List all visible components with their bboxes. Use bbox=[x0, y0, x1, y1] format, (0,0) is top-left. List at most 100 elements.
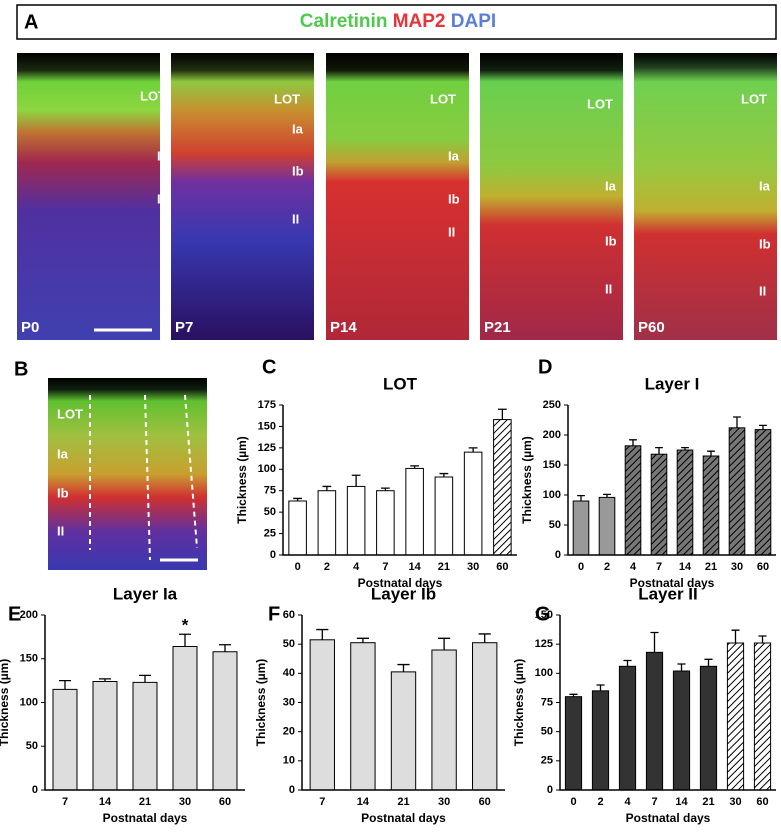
error-bar bbox=[758, 635, 767, 643]
x-tick-label: 4 bbox=[353, 561, 360, 573]
y-tick-label: 10 bbox=[283, 755, 295, 767]
axes bbox=[301, 615, 505, 791]
error-bar bbox=[438, 637, 451, 650]
y-tick-label: 200 bbox=[543, 429, 561, 441]
error-bar bbox=[731, 629, 740, 643]
error-bar bbox=[59, 679, 71, 690]
x-tick-label: 14 bbox=[99, 796, 112, 808]
chart-title: LOT bbox=[383, 374, 418, 393]
micrograph bbox=[480, 53, 623, 340]
error-bar bbox=[704, 658, 713, 667]
error-bar bbox=[219, 644, 231, 652]
layer-label: Ia bbox=[57, 446, 69, 461]
x-tick-label: 60 bbox=[757, 561, 769, 573]
x-tick-label: 4 bbox=[630, 561, 637, 573]
bar bbox=[702, 455, 720, 556]
bar bbox=[405, 467, 424, 556]
y-tick-label: 200 bbox=[20, 609, 38, 621]
y-tick-label: 150 bbox=[543, 459, 561, 471]
y-axis-label: Thickness (µm) bbox=[520, 436, 534, 524]
y-tick-label: 125 bbox=[258, 442, 276, 454]
x-tick-label: 21 bbox=[438, 561, 450, 573]
y-axis-label: Thickness (µm) bbox=[0, 659, 11, 747]
y-tick-label: 0 bbox=[32, 784, 38, 796]
x-axis-label: Postnatal days bbox=[103, 811, 188, 825]
error-bar bbox=[569, 693, 578, 697]
layer-label: LOT bbox=[587, 96, 613, 111]
error-bar bbox=[603, 493, 611, 498]
micrograph bbox=[48, 378, 207, 570]
x-tick-label: 30 bbox=[731, 561, 743, 573]
bar bbox=[346, 485, 366, 556]
title-part: DAPI bbox=[451, 11, 496, 32]
panel-label: A bbox=[24, 11, 38, 33]
y-tick-label: 20 bbox=[283, 726, 295, 738]
y-tick-label: 100 bbox=[535, 667, 553, 679]
layer-label: LOT bbox=[741, 91, 767, 106]
layer-label: Ia bbox=[448, 148, 460, 163]
x-tick-label: 60 bbox=[756, 796, 768, 808]
layer-label: II bbox=[448, 224, 455, 239]
y-tick-label: 150 bbox=[258, 420, 276, 432]
title-box bbox=[16, 4, 777, 40]
x-axis-label: Postnatal days bbox=[626, 811, 711, 825]
y-axis-label: Thickness (µm) bbox=[254, 659, 268, 747]
title-part: Calretinin bbox=[300, 11, 388, 32]
y-tick-label: 0 bbox=[547, 784, 553, 796]
error-bar bbox=[629, 439, 637, 446]
x-tick-label: 2 bbox=[324, 561, 330, 573]
x-axis-label: Postnatal days bbox=[630, 576, 715, 590]
y-axis-label: Thickness (µm) bbox=[512, 659, 526, 747]
error-bar bbox=[681, 446, 689, 450]
bar bbox=[598, 496, 616, 556]
error-bar bbox=[179, 633, 191, 647]
layer-label: Ib bbox=[759, 236, 771, 251]
panel-label: C bbox=[262, 356, 276, 378]
bar bbox=[753, 642, 772, 791]
y-tick-label: 100 bbox=[543, 489, 561, 501]
y-tick-label: 25 bbox=[541, 755, 553, 767]
x-tick-label: 60 bbox=[219, 796, 231, 808]
layer-label: Ib bbox=[448, 191, 460, 206]
y-tick-label: 175 bbox=[258, 399, 276, 411]
error-bar bbox=[623, 659, 632, 667]
bar bbox=[463, 451, 483, 556]
bar bbox=[564, 696, 583, 791]
layer-label: Ib bbox=[605, 233, 617, 248]
axes bbox=[282, 405, 517, 556]
error-bar bbox=[99, 678, 111, 682]
error-bar bbox=[759, 424, 767, 430]
layer-label: II bbox=[57, 523, 64, 538]
error-bar bbox=[316, 628, 329, 640]
layer-label: LOT bbox=[430, 91, 456, 106]
image-label: P0 bbox=[21, 319, 39, 336]
micrographs: P0LOTIIIP7LOTIaIbIIP14LOTIaIbIIP21LOTIaI… bbox=[17, 53, 777, 340]
x-tick-label: 14 bbox=[675, 796, 688, 808]
bar bbox=[376, 490, 395, 556]
y-tick-label: 150 bbox=[535, 609, 553, 621]
error-bar bbox=[478, 633, 491, 643]
bar bbox=[434, 476, 454, 556]
bar bbox=[52, 688, 78, 791]
x-tick-label: 30 bbox=[438, 796, 450, 808]
error-bar bbox=[410, 465, 420, 469]
bar bbox=[591, 690, 610, 791]
x-tick-label: 30 bbox=[467, 561, 479, 573]
bar bbox=[431, 649, 457, 791]
panel-label: B bbox=[14, 358, 28, 380]
axes bbox=[567, 405, 776, 556]
y-tick-label: 0 bbox=[270, 549, 276, 561]
bar bbox=[754, 429, 772, 556]
y-tick-label: 75 bbox=[264, 485, 276, 497]
micrograph bbox=[171, 53, 314, 340]
error-bar bbox=[468, 447, 478, 453]
micrograph bbox=[634, 53, 777, 340]
bar bbox=[317, 490, 337, 556]
layer-label: Ia bbox=[605, 178, 617, 193]
y-tick-label: 30 bbox=[283, 696, 295, 708]
x-tick-label: 0 bbox=[295, 561, 301, 573]
x-tick-label: 7 bbox=[656, 561, 662, 573]
axes bbox=[559, 615, 776, 791]
error-bar bbox=[439, 472, 449, 477]
